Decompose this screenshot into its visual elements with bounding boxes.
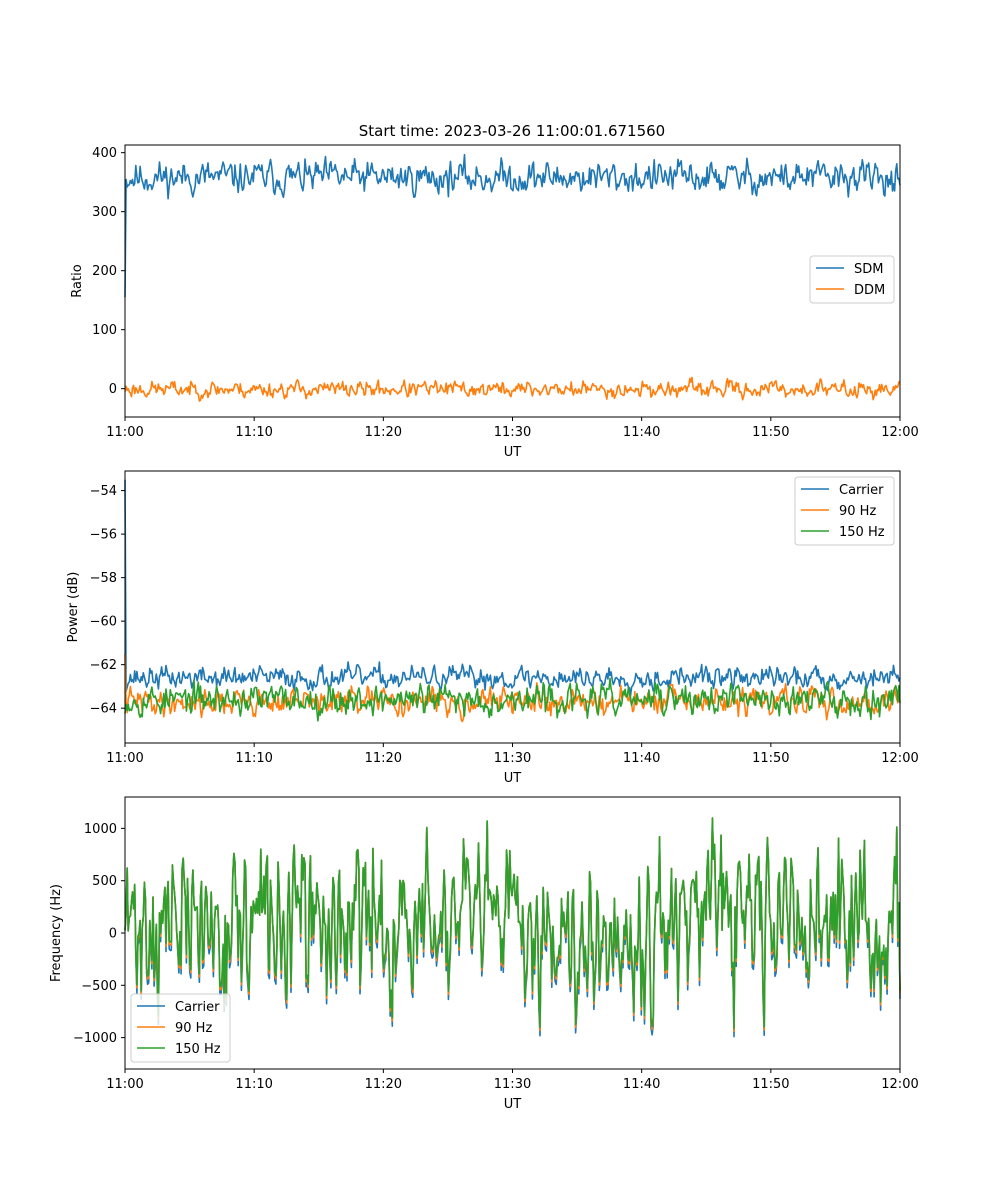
x-tick-label: 11:40	[623, 1077, 660, 1092]
y-tick-label: −56	[90, 528, 117, 543]
y-tick-label: −1000	[73, 1031, 117, 1046]
series-line-150-hz	[124, 817, 901, 1029]
power-panel: 11:00 11:10 11:20 11:30 11:40 11:50 12:00 −64 −6…	[66, 470, 919, 786]
x-tick-label: 11:10	[235, 751, 272, 766]
figure-title: Start time: 2023-03-26 11:00:01.671560	[359, 122, 665, 140]
y-axis-label: Frequency (Hz)	[49, 884, 64, 982]
x-axis-label: UT	[504, 1097, 522, 1112]
x-tick-label: 11:30	[494, 425, 531, 440]
legend-label: 90 Hz	[839, 504, 876, 519]
x-axis-label: UT	[504, 771, 522, 786]
legend-label: DDM	[854, 283, 885, 298]
legend-box	[130, 993, 231, 1063]
y-tick-label: 200	[92, 264, 117, 279]
x-tick-label: 11:30	[494, 751, 531, 766]
x-tick-label: 11:40	[623, 751, 660, 766]
legend-label: Carrier	[175, 1000, 220, 1015]
series-line-carrier	[124, 479, 901, 697]
y-tick-label: 0	[109, 927, 117, 942]
y-tick-label: −60	[90, 615, 117, 630]
y-tick-label: 100	[92, 323, 117, 338]
legend: Carrier 90 Hz 150 Hz	[794, 476, 895, 546]
x-tick-label: 11:50	[752, 751, 789, 766]
x-tick-label: 11:40	[623, 425, 660, 440]
x-tick-label: 11:10	[235, 1077, 272, 1092]
y-tick-label: 400	[92, 146, 117, 161]
x-axis-label: UT	[504, 445, 522, 460]
y-tick-label: 0	[109, 382, 117, 397]
legend-label: 150 Hz	[839, 525, 885, 540]
x-tick-label: 11:30	[494, 1077, 531, 1092]
x-tick-label: 11:20	[365, 425, 402, 440]
x-tick-label: 11:50	[752, 1077, 789, 1092]
x-tick-label: 11:20	[365, 751, 402, 766]
series-line-150-hz	[124, 677, 901, 722]
x-tick-label: 11:50	[752, 425, 789, 440]
x-tick-label: 12:00	[881, 425, 918, 440]
x-tick-label: 11:10	[235, 425, 272, 440]
legend-label: 150 Hz	[175, 1042, 221, 1057]
x-tick-label: 11:00	[106, 751, 143, 766]
y-tick-label: 500	[92, 874, 117, 889]
legend: Carrier 90 Hz 150 Hz	[130, 993, 231, 1063]
y-tick-label: −62	[90, 658, 117, 673]
series-line-sdm	[124, 153, 901, 298]
legend-label: SDM	[854, 262, 883, 277]
legend-label: Carrier	[839, 483, 884, 498]
ratio-panel: 11:00 11:10 11:20 11:30 11:40 11:50 12:00 0 100 2…	[70, 144, 919, 460]
x-tick-label: 12:00	[881, 751, 918, 766]
x-tick-label: 11:00	[106, 425, 143, 440]
y-tick-label: 300	[92, 205, 117, 220]
legend-label: 90 Hz	[175, 1021, 212, 1036]
legend: SDM DDM	[809, 255, 895, 304]
y-axis-label: Ratio	[70, 264, 85, 297]
x-tick-label: 11:00	[106, 1077, 143, 1092]
frequency-panel: 11:00 11:10 11:20 11:30 11:40 11:50 12:00 −1000…	[49, 796, 919, 1112]
x-tick-label: 12:00	[881, 1077, 918, 1092]
y-tick-label: −54	[90, 484, 117, 499]
x-tick-label: 11:20	[365, 1077, 402, 1092]
y-tick-label: −58	[90, 571, 117, 586]
y-axis-label: Power (dB)	[66, 572, 81, 643]
series-line-ddm	[124, 376, 901, 402]
y-tick-label: −64	[90, 702, 117, 717]
series-line-90-hz	[124, 653, 901, 723]
y-tick-label: 1000	[84, 822, 117, 837]
legend-box	[794, 476, 895, 546]
y-tick-label: −500	[81, 979, 117, 994]
